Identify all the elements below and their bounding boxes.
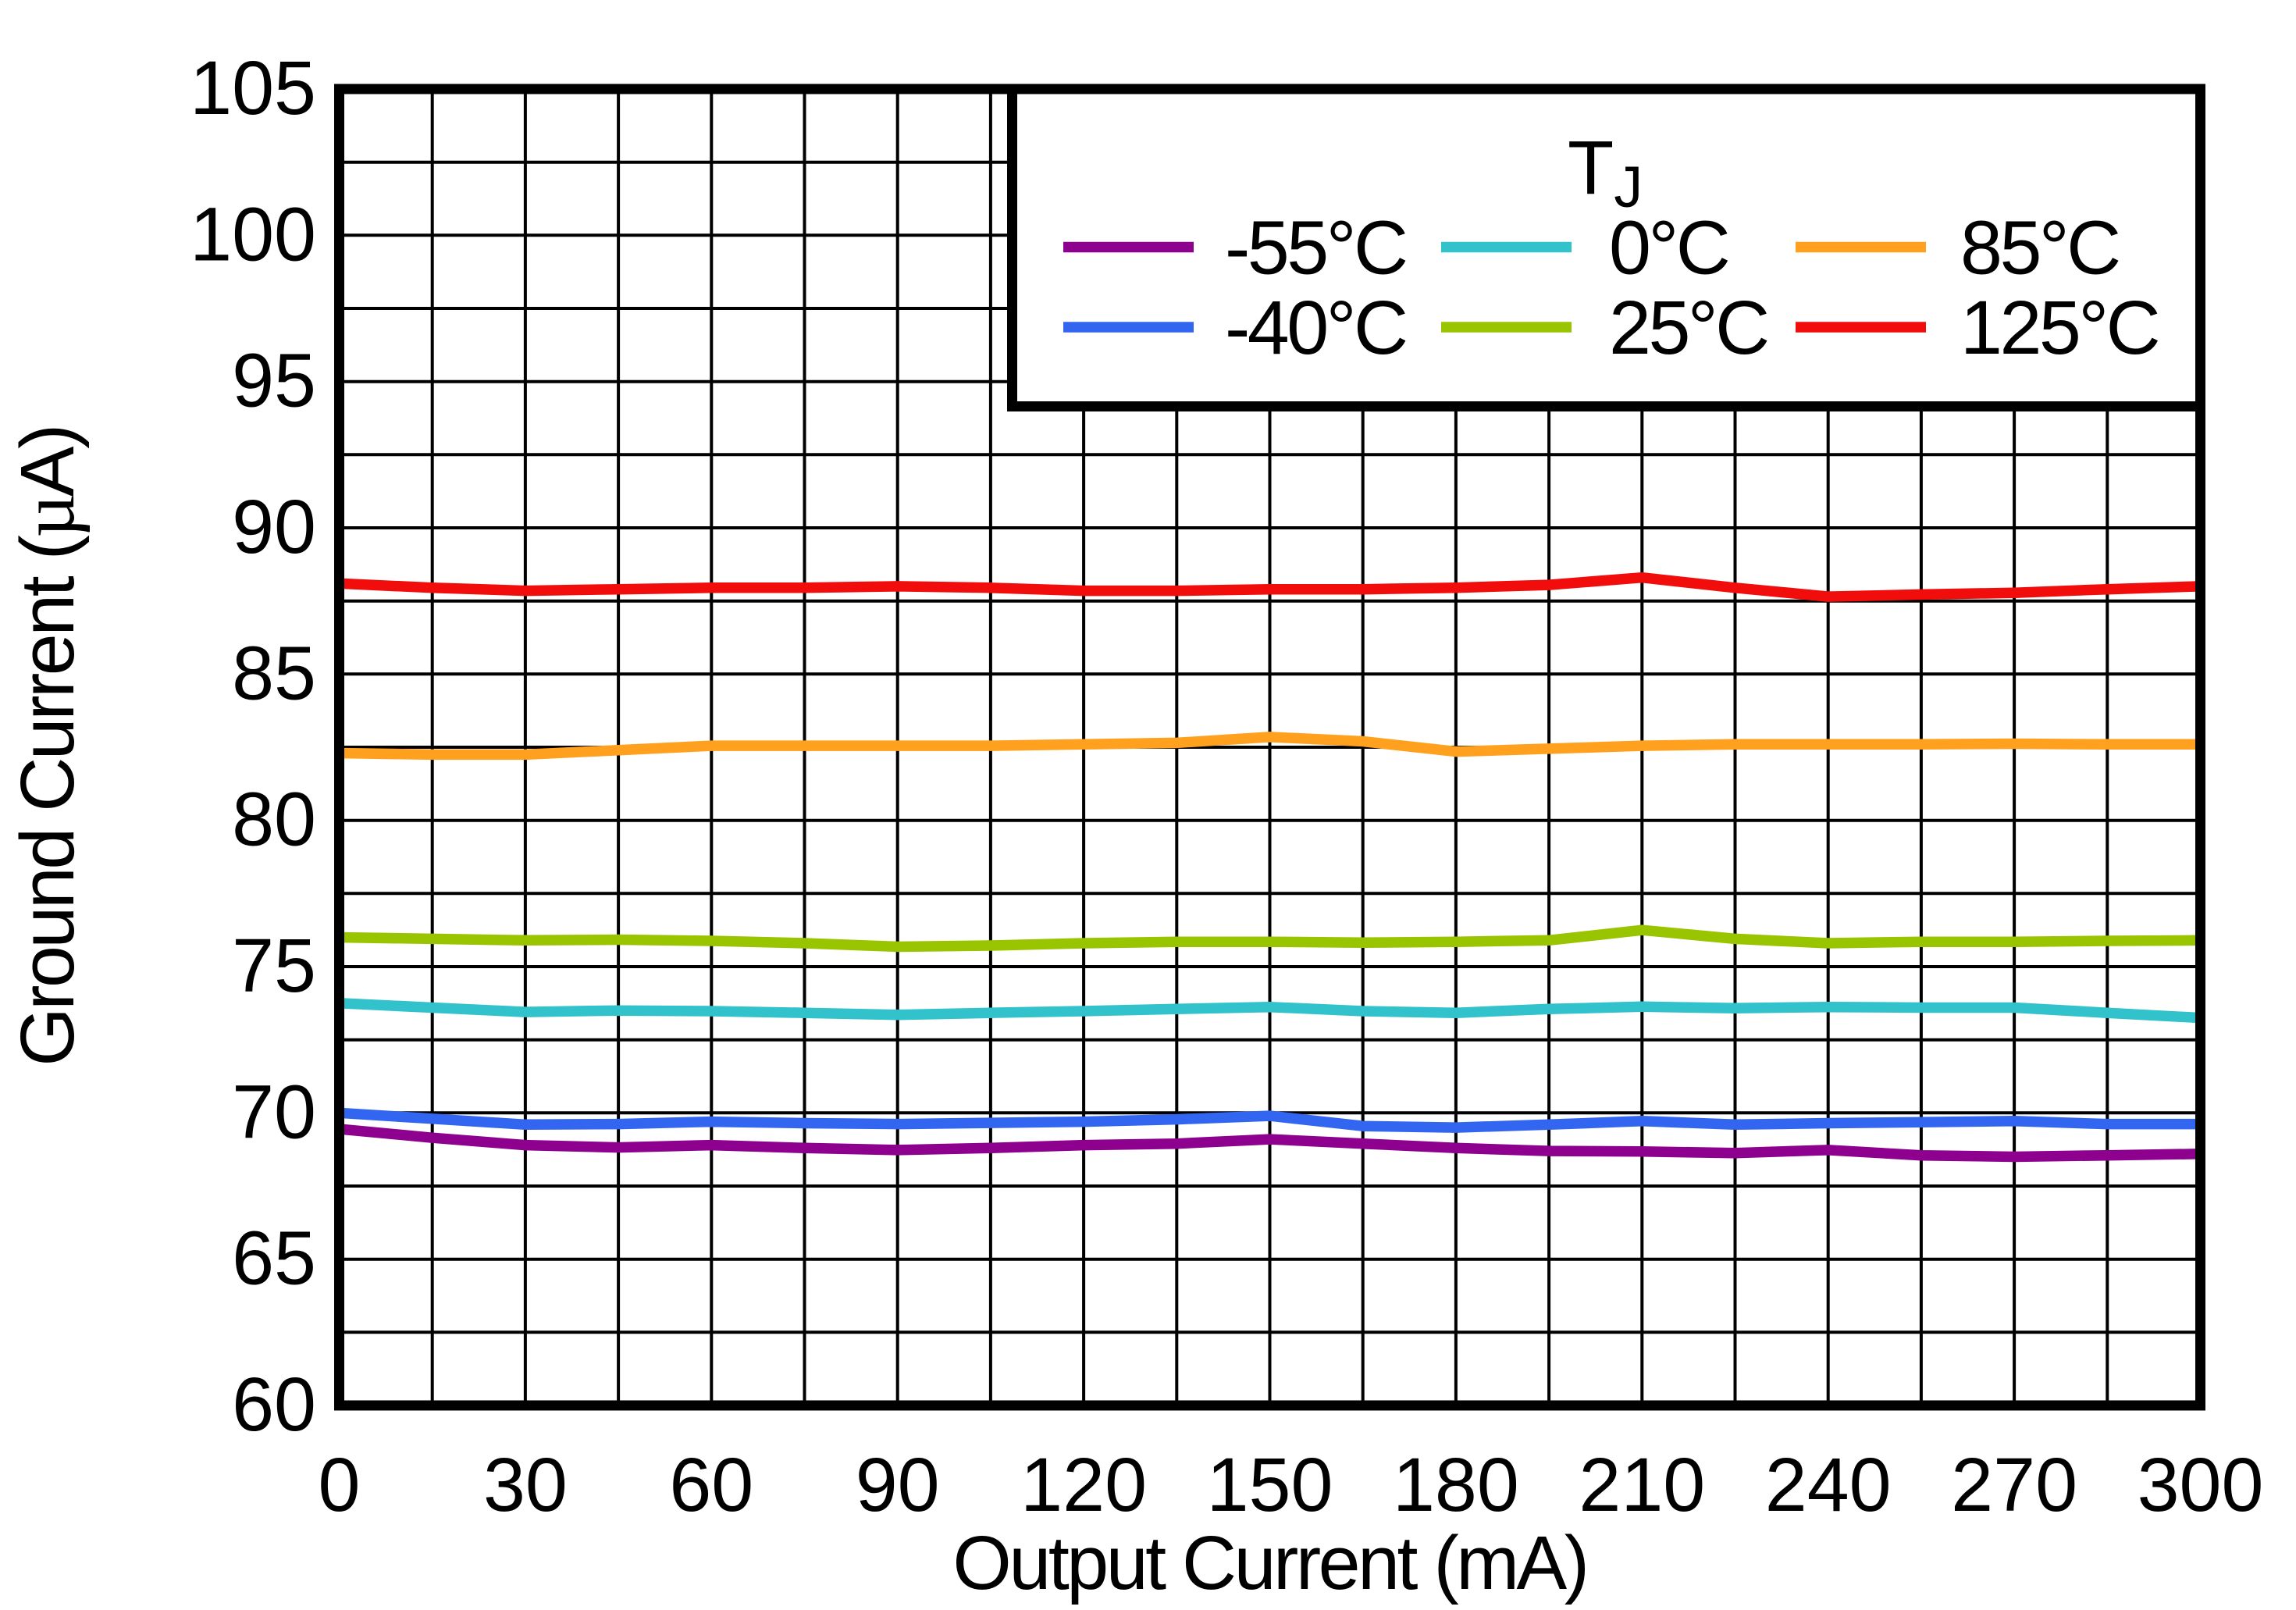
svg-text:85°C: 85°C: [1960, 205, 2119, 290]
svg-text:105: 105: [190, 45, 316, 130]
svg-text:75: 75: [232, 923, 316, 1008]
svg-text:85: 85: [232, 630, 316, 715]
svg-text:95: 95: [232, 338, 316, 423]
svg-text:-40°C: -40°C: [1225, 285, 1406, 370]
svg-text:90: 90: [232, 484, 316, 569]
svg-text:Output Current (mA): Output Current (mA): [952, 1520, 1586, 1605]
svg-text:65: 65: [232, 1216, 316, 1301]
svg-text:-55°C: -55°C: [1225, 205, 1406, 290]
svg-text:70: 70: [232, 1069, 316, 1154]
svg-text:80: 80: [232, 777, 316, 862]
svg-text:60: 60: [669, 1442, 753, 1527]
svg-text:210: 210: [1579, 1442, 1705, 1527]
svg-text:Ground Current (µA): Ground Current (µA): [5, 426, 90, 1067]
svg-text:150: 150: [1207, 1442, 1333, 1527]
svg-text:100: 100: [190, 191, 316, 276]
svg-text:270: 270: [1951, 1442, 2077, 1527]
svg-text:240: 240: [1765, 1442, 1892, 1527]
svg-text:180: 180: [1393, 1442, 1519, 1527]
svg-text:60: 60: [232, 1362, 316, 1447]
svg-text:30: 30: [483, 1442, 568, 1527]
svg-text:0: 0: [319, 1442, 361, 1527]
svg-text:120: 120: [1020, 1442, 1147, 1527]
svg-text:0°C: 0°C: [1609, 205, 1728, 290]
svg-text:125°C: 125°C: [1960, 285, 2159, 370]
svg-text:300: 300: [2138, 1442, 2264, 1527]
svg-text:90: 90: [856, 1442, 940, 1527]
svg-text:25°C: 25°C: [1609, 285, 1767, 370]
